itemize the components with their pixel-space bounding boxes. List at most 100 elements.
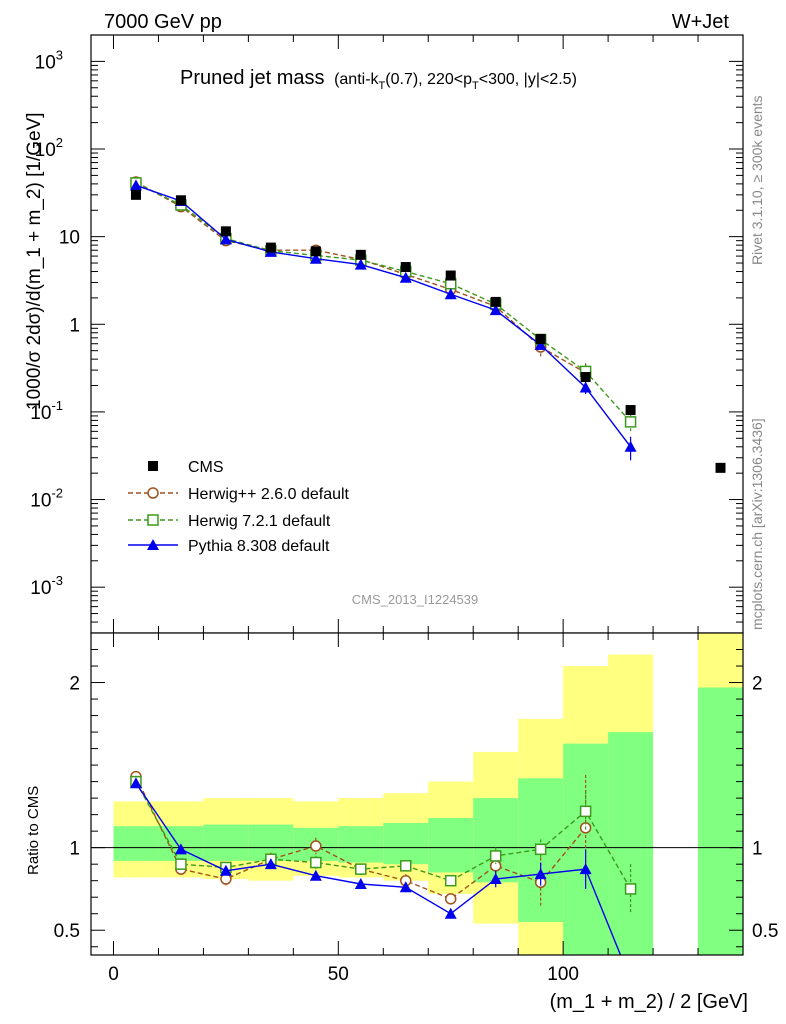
ratio-y-tick-label-right: 2 bbox=[752, 674, 763, 695]
data-point bbox=[535, 333, 546, 344]
energy-label: 7000 GeV pp bbox=[104, 11, 222, 33]
data-point bbox=[220, 226, 231, 237]
legend-marker bbox=[147, 514, 159, 526]
series-line bbox=[135, 184, 632, 448]
legend-label: CMS bbox=[188, 459, 224, 476]
ratio-series bbox=[129, 770, 637, 955]
ratio-y-tick-label-right: 0.5 bbox=[752, 921, 778, 942]
ratio-point bbox=[354, 877, 367, 889]
data-point bbox=[625, 405, 636, 416]
ratio-y-tick-label-right: 1 bbox=[752, 839, 763, 860]
ratio-point bbox=[489, 850, 502, 862]
mcplots-label: mcplots.cern.ch [arXiv:1306.3436] bbox=[749, 418, 765, 630]
analysis-watermark: CMS_2013_I1224539 bbox=[352, 592, 479, 607]
ratio-point bbox=[444, 874, 457, 887]
data-point bbox=[580, 372, 591, 383]
ratio-point bbox=[444, 907, 457, 919]
data-point bbox=[534, 339, 547, 351]
y-tick-label: 102 bbox=[35, 135, 63, 161]
plot-title-sub-mid: (0.7), 220<p bbox=[385, 71, 472, 88]
data-point bbox=[399, 271, 412, 283]
legend-label: Pythia 8.308 default bbox=[188, 538, 330, 555]
data-point bbox=[265, 242, 276, 253]
data-point bbox=[624, 416, 637, 428]
y-tick-label: 10-2 bbox=[30, 486, 63, 512]
ratio-series-herwig-2-6-0-default bbox=[130, 770, 592, 908]
legend-item: CMS bbox=[148, 459, 224, 476]
plot-title-sub: (anti-k bbox=[334, 71, 379, 88]
main-panel: 10-3 10-2 10-1 1 10 102 103 bbox=[30, 34, 744, 634]
x-tick-label: 100 bbox=[547, 964, 579, 985]
ratio-panel: 0.5 0.5 1 1 2 2 0 50 100 bbox=[54, 632, 778, 985]
process-label: W+Jet bbox=[672, 11, 730, 33]
ratio-point bbox=[489, 860, 502, 872]
uncertainty-band-inner bbox=[113, 826, 159, 861]
ratio-point bbox=[400, 860, 412, 872]
ratio-y-axis-label: Ratio to CMS bbox=[25, 786, 42, 875]
y-tick-label: 10 bbox=[59, 228, 80, 249]
rivet-label: Rivet 3.1.10, ≥ 300k events bbox=[749, 95, 765, 265]
series-cms bbox=[130, 189, 726, 473]
data-point bbox=[579, 381, 592, 393]
legend-marker bbox=[148, 461, 158, 471]
ratio-point bbox=[309, 869, 322, 881]
legend-item: Pythia 8.308 default bbox=[128, 538, 330, 555]
data-point bbox=[354, 258, 367, 270]
ratio-y-tick-label: 1 bbox=[69, 839, 80, 860]
ratio-point bbox=[174, 843, 187, 855]
data-point bbox=[624, 440, 637, 452]
data-point bbox=[715, 462, 726, 473]
y-tick-label: 10-1 bbox=[30, 398, 63, 424]
ratio-point bbox=[129, 777, 142, 789]
y-tick-label: 1 bbox=[69, 315, 80, 336]
plot-title-sub2: T bbox=[472, 80, 479, 92]
main-plot-frame bbox=[90, 34, 744, 634]
ratio-point bbox=[355, 863, 367, 875]
data-point bbox=[400, 262, 411, 273]
legend-label: Herwig++ 2.6.0 default bbox=[188, 486, 350, 503]
data-point bbox=[444, 288, 457, 300]
ratio-plot-frame bbox=[90, 632, 744, 956]
ratio-point bbox=[444, 893, 457, 905]
uncertainty-band-inner bbox=[608, 732, 654, 955]
ratio-point bbox=[579, 863, 592, 875]
x-axis-label: (m_1 + m_2) / 2 [GeV] bbox=[550, 991, 748, 1013]
ratio-point bbox=[534, 868, 547, 880]
ratio-line bbox=[135, 782, 622, 955]
uncertainty-band-inner bbox=[383, 822, 429, 865]
y-tick-label: 103 bbox=[35, 47, 63, 73]
data-point bbox=[219, 233, 232, 245]
data-point bbox=[355, 249, 366, 260]
uncertainty-band-inner bbox=[428, 817, 474, 873]
ratio-point bbox=[489, 873, 502, 885]
main-y-axis-label: 1000/σ 2dσ)/d(m_1 + m_2) [1/GeV] bbox=[24, 112, 45, 410]
ratio-point bbox=[534, 843, 547, 856]
legend-marker bbox=[147, 539, 159, 550]
data-point bbox=[130, 189, 141, 200]
data-point bbox=[175, 195, 186, 206]
data-point bbox=[309, 252, 322, 264]
uncertainty-band-inner bbox=[338, 826, 384, 863]
plot-title-main: Pruned jet mass bbox=[180, 67, 325, 89]
data-point bbox=[310, 246, 321, 257]
y-tick-label: 10-3 bbox=[30, 573, 63, 599]
ratio-y-tick-label: 0.5 bbox=[54, 921, 80, 942]
ratio-point bbox=[399, 881, 412, 893]
ratio-point bbox=[624, 883, 637, 895]
plot-title-sub-suffix: <300, |y|<2.5) bbox=[479, 71, 577, 88]
uncertainty-band-inner bbox=[698, 687, 743, 955]
ratio-series-pythia-8-308-default bbox=[129, 777, 622, 955]
data-point bbox=[489, 304, 502, 316]
ratio-point bbox=[175, 858, 187, 870]
uncertainty-band-inner bbox=[203, 824, 249, 861]
plot-title: Pruned jet mass (anti-kT(0.7), 220<pT<30… bbox=[180, 67, 577, 92]
plot-title-sub1: T bbox=[379, 80, 386, 92]
legend: CMS Herwig++ 2.6.0 default Herwig 7.2.1 de… bbox=[128, 459, 350, 555]
x-tick-label: 50 bbox=[328, 964, 349, 985]
ratio-y-tick-label: 2 bbox=[69, 674, 80, 695]
ratio-point bbox=[579, 805, 592, 818]
data-point bbox=[490, 296, 501, 307]
data-point bbox=[129, 179, 142, 191]
ratio-point bbox=[310, 840, 322, 852]
